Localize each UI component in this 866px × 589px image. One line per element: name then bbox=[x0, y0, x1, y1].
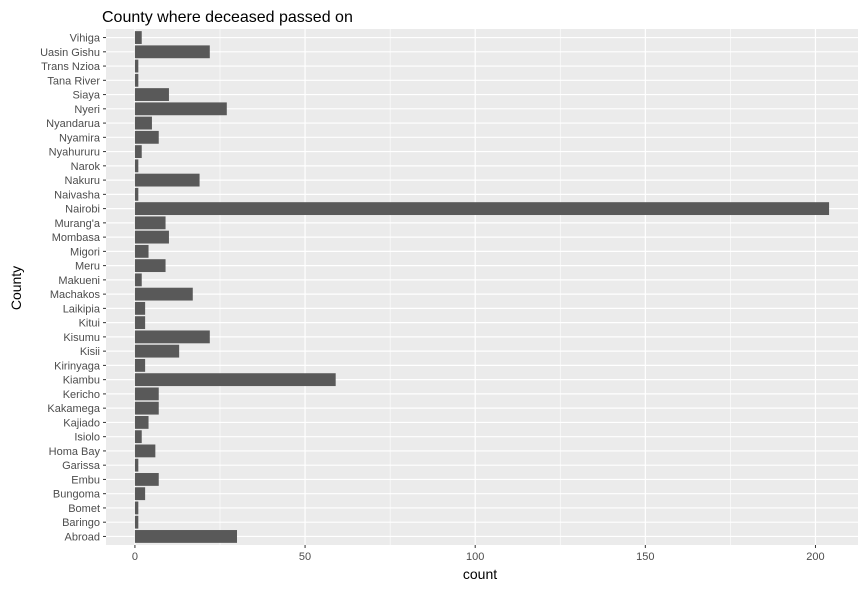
y-tick-label: Kirinyaga bbox=[54, 360, 101, 372]
bar bbox=[134, 458, 139, 472]
bar bbox=[134, 102, 227, 116]
y-tick-label: Garissa bbox=[62, 460, 101, 472]
bar bbox=[134, 88, 169, 101]
y-tick-label: Siaya bbox=[72, 90, 100, 102]
bar bbox=[134, 501, 139, 515]
bar bbox=[134, 59, 139, 73]
x-tick-label: 150 bbox=[636, 551, 654, 563]
bar bbox=[134, 187, 139, 201]
y-tick-label: Kiambu bbox=[63, 375, 100, 387]
bar bbox=[134, 373, 336, 387]
y-tick-label: Nyamira bbox=[59, 132, 101, 144]
y-tick-label: Nairobi bbox=[65, 204, 100, 216]
bar bbox=[134, 473, 159, 486]
y-tick-label: Baringo bbox=[62, 517, 100, 529]
y-tick-label: Kisii bbox=[80, 346, 100, 358]
x-tick-label: 100 bbox=[466, 551, 484, 563]
y-axis-title: County bbox=[8, 266, 24, 310]
bar bbox=[134, 259, 166, 273]
y-tick-label: Abroad bbox=[65, 531, 100, 543]
y-tick-label: Makueni bbox=[58, 275, 100, 287]
y-axis: Abroad Baringo Bomet Bungoma Embu Garissa Homa… bbox=[40, 33, 106, 543]
y-tick-label: Kisumu bbox=[63, 332, 100, 344]
y-tick-label: Nyandarua bbox=[46, 118, 101, 130]
plot-panel bbox=[106, 29, 858, 545]
bar bbox=[134, 73, 139, 87]
x-tick-label: 50 bbox=[299, 551, 311, 563]
bar bbox=[134, 530, 238, 543]
y-tick-label: Trans Nzioa bbox=[41, 61, 101, 73]
y-tick-label: Laikipia bbox=[63, 303, 101, 315]
bar bbox=[134, 173, 200, 187]
bar bbox=[134, 444, 156, 458]
bar bbox=[134, 344, 180, 358]
bar bbox=[134, 515, 139, 529]
bar bbox=[134, 159, 139, 173]
bar bbox=[134, 130, 159, 144]
y-tick-label: Kitui bbox=[79, 318, 100, 330]
bar bbox=[134, 401, 159, 415]
y-tick-label: Bomet bbox=[68, 503, 100, 515]
chart-title: County where deceased passed on bbox=[102, 9, 353, 26]
bar bbox=[134, 301, 146, 315]
y-tick-label: Mombasa bbox=[52, 232, 101, 244]
bar bbox=[134, 330, 210, 344]
bar bbox=[134, 316, 146, 330]
bar bbox=[134, 416, 149, 429]
bar bbox=[134, 487, 146, 501]
y-tick-label: Tana River bbox=[47, 75, 100, 87]
y-tick-label: Migori bbox=[70, 246, 100, 258]
bar bbox=[134, 45, 210, 59]
y-tick-label: Murang'a bbox=[54, 218, 100, 230]
gridlines bbox=[106, 29, 858, 545]
bar bbox=[134, 430, 142, 444]
x-axis-title: count bbox=[463, 566, 497, 582]
y-tick-label: Nyeri bbox=[74, 104, 100, 116]
bar bbox=[134, 387, 159, 401]
y-tick-label: Embu bbox=[71, 474, 100, 486]
bar bbox=[134, 31, 142, 44]
y-tick-label: Kericho bbox=[63, 389, 100, 401]
y-tick-label: Kajiado bbox=[63, 417, 100, 429]
bar bbox=[134, 358, 146, 372]
bar bbox=[134, 116, 152, 130]
bar bbox=[134, 244, 149, 258]
y-tick-label: Nyahururu bbox=[49, 147, 100, 159]
y-tick-label: Meru bbox=[75, 261, 100, 273]
y-tick-label: Kakamega bbox=[47, 403, 100, 415]
y-tick-label: Bungoma bbox=[53, 489, 101, 501]
x-tick-label: 200 bbox=[806, 551, 824, 563]
bar bbox=[134, 216, 166, 230]
x-tick-label: 0 bbox=[132, 551, 138, 563]
x-axis: 0 50 100 150 200 bbox=[132, 545, 825, 563]
bar bbox=[134, 287, 193, 301]
y-tick-label: Naivasha bbox=[54, 189, 101, 201]
panel-background bbox=[106, 29, 858, 545]
bar bbox=[134, 145, 142, 158]
y-tick-label: Narok bbox=[71, 161, 101, 173]
bar bbox=[134, 273, 142, 287]
bar bbox=[134, 202, 830, 216]
y-tick-label: Nakuru bbox=[65, 175, 100, 187]
y-tick-label: Homa Bay bbox=[49, 446, 101, 458]
y-tick-label: Vihiga bbox=[70, 33, 101, 45]
y-tick-label: Machakos bbox=[50, 289, 101, 301]
y-tick-label: Uasin Gishu bbox=[40, 47, 100, 59]
y-tick-label: Isiolo bbox=[74, 432, 100, 444]
bars bbox=[134, 31, 830, 543]
bar bbox=[134, 230, 169, 244]
